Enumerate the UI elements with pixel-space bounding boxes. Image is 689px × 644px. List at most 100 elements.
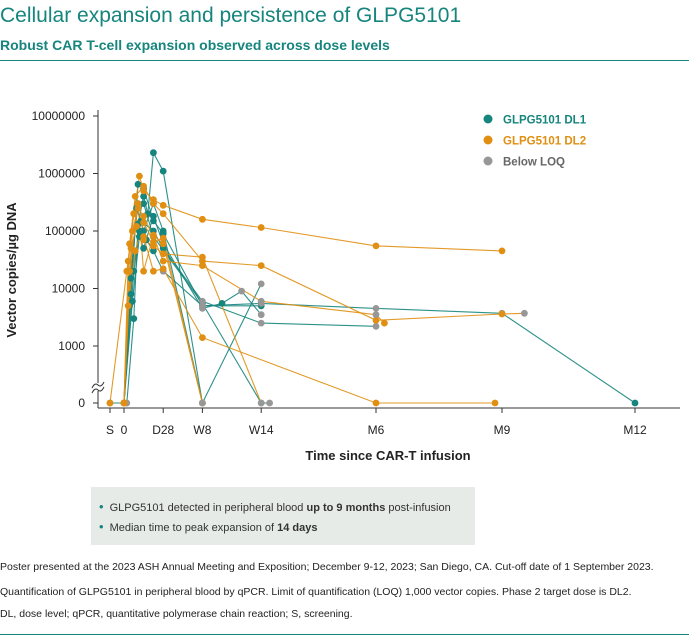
glpg5101-dl2-point xyxy=(159,250,167,258)
glpg5101-dl2-point xyxy=(498,247,506,255)
glpg5101-dl2-point xyxy=(131,193,139,200)
glpg5101-dl2-point xyxy=(372,316,380,324)
below-loq-point xyxy=(257,319,265,327)
glpg5101-dl1-point xyxy=(150,247,157,255)
glpg5101-dl2-point xyxy=(159,257,167,265)
glpg5101-dl2-line xyxy=(123,206,385,404)
axis-break-mark xyxy=(91,386,105,394)
legend-marker xyxy=(483,156,493,166)
glpg5101-dl1-line xyxy=(110,150,203,404)
bullet-icon: • xyxy=(99,499,104,514)
glpg5101-dl2-line xyxy=(109,175,503,404)
legend-label: GLPG5101 DL2 xyxy=(503,136,586,148)
x-tick-label: M9 xyxy=(494,423,511,437)
below-loq-point xyxy=(257,280,265,288)
legend-marker xyxy=(483,114,493,124)
x-tick-label: 0 xyxy=(121,423,128,437)
x-tick-label: D28 xyxy=(152,423,174,437)
key-finding-peak: • Median time to peak expansion of 14 day… xyxy=(99,519,317,534)
glpg5101-dl2-point xyxy=(372,399,380,407)
glpg5101-dl2-point xyxy=(136,172,143,180)
glpg5101-dl1-point xyxy=(140,244,148,252)
x-tick-label: S xyxy=(106,423,114,437)
chart-legend: GLPG5101 DL1 GLPG5101 DL2 Below LOQ xyxy=(483,114,587,169)
glpg5101-dl1-point xyxy=(134,180,142,188)
x-tick-label: W14 xyxy=(249,423,274,437)
below-loq-point xyxy=(521,309,528,317)
glpg5101-dl2-point xyxy=(199,253,206,261)
glpg5101-dl2-point xyxy=(129,227,136,235)
glpg5101-dl1-point xyxy=(140,200,148,208)
glpg5101-dl2-point xyxy=(159,240,167,248)
x-tick-label: M12 xyxy=(623,423,647,437)
footnote-abbreviations: DL, dose level; qPCR, quantitative polym… xyxy=(0,608,353,620)
glpg5101-dl1-point xyxy=(150,212,157,220)
glpg5101-dl2-point xyxy=(491,399,499,407)
x-axis-title: Time since CAR-T infusion xyxy=(305,448,470,463)
below-loq-point xyxy=(199,297,206,305)
legend-label: GLPG5101 DL1 xyxy=(503,115,587,127)
glpg5101-dl2-point xyxy=(140,236,148,244)
glpg5101-dl2-point xyxy=(257,262,265,269)
axis-break-mark xyxy=(91,381,105,389)
page-title: Cellular expansion and persistence of GL… xyxy=(0,4,462,27)
note-text: GLPG5101 detected in peripheral blood xyxy=(109,502,307,514)
below-loq-point xyxy=(199,399,206,407)
glpg5101-dl2-point xyxy=(140,267,148,275)
below-loq-point xyxy=(257,311,265,319)
plot-area xyxy=(106,149,639,407)
key-finding-detection: • GLPG5101 detected in peripheral blood u… xyxy=(99,499,451,514)
glpg5101-dl2-point xyxy=(257,224,265,231)
glpg5101-dl2-point xyxy=(134,204,142,212)
glpg5101-dl1-point xyxy=(631,399,639,407)
glpg5101-dl2-point xyxy=(131,247,139,255)
glpg5101-dl1-line xyxy=(123,214,262,404)
below-loq-point xyxy=(238,287,246,295)
glpg5101-dl1-point xyxy=(150,149,157,157)
x-tick-label: M6 xyxy=(368,423,385,437)
glpg5101-dl1-point xyxy=(218,300,226,307)
glpg5101-dl1-point xyxy=(127,275,135,282)
glpg5101-dl1-point xyxy=(140,193,148,200)
note-text: Median time to peak expansion of xyxy=(109,522,278,534)
below-loq-point xyxy=(372,311,380,319)
glpg5101-dl2-point xyxy=(140,219,148,227)
y-tick-label: 10000000 xyxy=(32,109,86,123)
glpg5101-dl2-point xyxy=(124,302,132,310)
y-tick-label: 10000 xyxy=(52,282,86,296)
glpg5101-dl2-point xyxy=(120,399,128,407)
glpg5101-dl2-point xyxy=(159,201,167,209)
glpg5101-dl2-point xyxy=(124,257,132,265)
y-tick-label: 1000 xyxy=(58,339,85,353)
glpg5101-dl2-point xyxy=(159,234,167,242)
glpg5101-dl2-point xyxy=(150,267,157,275)
glpg5101-dl2-point xyxy=(159,210,167,218)
glpg5101-dl2-point xyxy=(126,267,133,275)
glpg5101-dl2-point xyxy=(150,233,157,241)
glpg5101-dl2-point xyxy=(150,238,157,246)
glpg5101-dl2-point xyxy=(130,210,138,218)
glpg5101-dl2-point xyxy=(150,200,157,208)
note-emphasis: 14 days xyxy=(277,522,318,534)
glpg5101-dl2-point xyxy=(159,265,167,273)
legend-label: Below LOQ xyxy=(503,157,565,169)
note-emphasis: up to 9 months xyxy=(306,502,386,514)
glpg5101-dl1-point xyxy=(159,167,167,175)
footer-divider xyxy=(0,634,689,635)
below-loq-point xyxy=(372,322,380,330)
below-loq-point xyxy=(266,399,273,407)
glpg5101-dl2-point xyxy=(140,182,148,190)
glpg5101-dl2-point xyxy=(199,262,206,269)
footnote-method: Quantification of GLPG5101 in peripheral… xyxy=(0,586,632,598)
glpg5101-dl1-point xyxy=(159,227,167,235)
glpg5101-dl2-point xyxy=(140,212,148,220)
below-loq-point xyxy=(372,305,380,312)
y-tick-label: 100000 xyxy=(45,224,85,238)
glpg5101-dl1-point xyxy=(130,315,138,322)
glpg5101-dl2-point xyxy=(133,223,141,230)
header-divider xyxy=(0,60,689,61)
bullet-icon: • xyxy=(99,519,104,534)
note-text: post-infusion xyxy=(385,502,451,514)
glpg5101-dl1-point xyxy=(127,290,135,298)
